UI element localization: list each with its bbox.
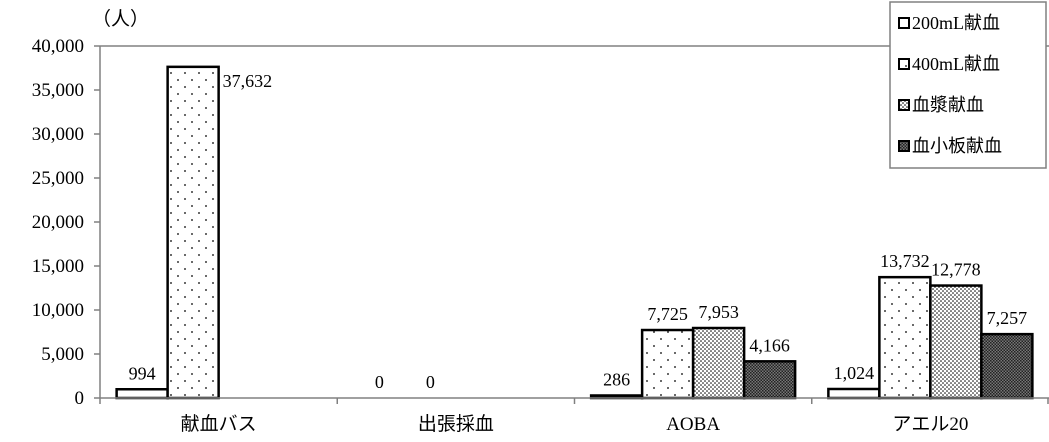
data-label: 0 [426, 372, 435, 392]
legend-item: 400mL献血 [898, 54, 1000, 74]
x-axis: 献血バス 出張採血 AOBA アエル20 [99, 397, 1049, 435]
bar [827, 387, 881, 400]
legend-item: 200mL献血 [898, 13, 1000, 33]
bar [691, 326, 746, 400]
data-label: 13,732 [880, 251, 930, 271]
legend-label: 血小板献血 [912, 136, 1002, 156]
legend-item: 血小板献血 [898, 136, 1002, 156]
legend-swatch [898, 58, 910, 70]
y-tick-label: 10,000 [32, 300, 84, 321]
data-label: 286 [603, 369, 630, 389]
bar [640, 328, 695, 400]
legend-swatch [898, 99, 910, 111]
y-tick-label: 20,000 [32, 212, 84, 233]
data-label: 7,953 [698, 302, 739, 322]
data-label: 0 [375, 372, 384, 392]
y-tick-label: 30,000 [32, 124, 84, 145]
y-tick-label: 5,000 [41, 344, 84, 365]
x-category-label: 献血バス [181, 413, 257, 435]
data-label: 7,257 [987, 308, 1028, 328]
y-tick-label: 35,000 [32, 80, 84, 101]
unit-label: （人） [92, 8, 149, 30]
x-category-label: AOBA [666, 414, 720, 435]
bar [878, 275, 932, 400]
legend-label: 血漿献血 [912, 95, 984, 115]
data-label: 12,778 [931, 260, 981, 280]
bar [742, 360, 797, 400]
y-axis: 0 5,000 10,000 15,000 20,000 25,000 30,000 35,0… [32, 36, 100, 409]
y-tick-label: 25,000 [32, 168, 84, 189]
data-label: 37,632 [223, 71, 273, 91]
x-category-label: 出張採血 [418, 413, 494, 435]
bar [166, 65, 220, 400]
data-label: 7,725 [647, 304, 688, 324]
bar [115, 388, 169, 400]
x-category-label: アエル20 [892, 414, 968, 435]
legend-swatch [898, 140, 910, 152]
legend-label: 400mL献血 [912, 54, 1000, 74]
y-tick-label: 0 [75, 388, 85, 409]
legend-box [889, 1, 1047, 169]
data-labels: 994 37,632 0 0 286 7,725 7,953 4,166 1,024 13,732… [129, 71, 1028, 392]
legend-swatch [898, 17, 910, 29]
data-label: 1,024 [834, 363, 875, 383]
y-tick-label: 15,000 [32, 256, 84, 277]
legend-label: 200mL献血 [912, 13, 1000, 33]
legend-item: 血漿献血 [898, 95, 984, 115]
data-label: 4,166 [749, 335, 790, 355]
y-tick-label: 40,000 [32, 36, 84, 57]
bar [980, 332, 1034, 400]
data-label: 994 [129, 363, 156, 383]
bar [929, 284, 983, 400]
